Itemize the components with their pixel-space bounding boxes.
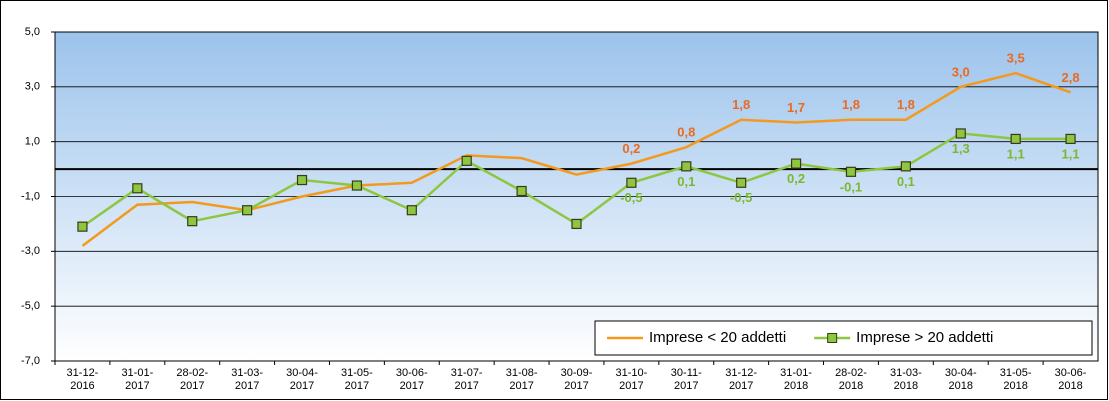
x-tick-label: 31-03-2017 — [231, 367, 263, 392]
x-tick-label: 30-06-2017 — [396, 367, 428, 392]
x-tick-label: 30-06-2018 — [1055, 367, 1087, 392]
marker — [296, 174, 308, 186]
x-tick-label: 30-11-2017 — [671, 367, 702, 392]
value-label: 3,5 — [1007, 51, 1025, 66]
x-tick-label: 31-05-2017 — [341, 367, 373, 392]
marker — [790, 158, 802, 169]
x-tick-label: 31-12-2017 — [725, 367, 757, 392]
value-label: -0,1 — [840, 179, 862, 194]
x-tick-label: 28-02-2018 — [835, 367, 867, 392]
y-tick-label: 5,0 — [25, 26, 40, 38]
marker — [845, 166, 857, 177]
x-tick-label: 30-09-2017 — [561, 367, 593, 392]
value-label: 1,8 — [732, 97, 750, 112]
marker — [1065, 133, 1076, 145]
marker — [242, 205, 253, 216]
value-label: 1,3 — [952, 141, 970, 156]
marker — [406, 205, 417, 216]
legend-marker — [827, 333, 838, 343]
marker — [461, 155, 472, 166]
value-label: 1,1 — [1062, 146, 1080, 161]
y-tick-label: -5,0 — [21, 300, 40, 312]
marker — [571, 218, 582, 230]
y-tick-label: -1,0 — [21, 190, 40, 202]
y-tick-label: -3,0 — [21, 245, 40, 257]
value-label: 1,8 — [842, 97, 860, 112]
marker — [516, 185, 527, 197]
x-tick-label: 28-02-2017 — [176, 367, 208, 392]
legend-label: Imprese > 20 addetti — [856, 329, 993, 346]
x-tick-label: 30-04-2017 — [286, 367, 318, 392]
x-tick-label: 31-01-2017 — [121, 367, 153, 392]
x-tick-label: 31-12-2016 — [67, 367, 99, 392]
marker — [955, 128, 966, 139]
marker — [626, 177, 637, 188]
value-label: 0,8 — [677, 125, 695, 140]
marker — [187, 216, 198, 227]
x-tick-label: 31-01-2018 — [780, 367, 812, 392]
x-tick-label: 31-08-2017 — [506, 367, 538, 392]
value-label: 1,7 — [787, 100, 805, 115]
x-tick-label: 30-04-2018 — [945, 367, 977, 392]
marker — [351, 180, 363, 191]
x-tick-label: 31-07-2017 — [451, 367, 483, 392]
x-tick-label: 31-03-2018 — [890, 367, 922, 392]
marker — [132, 183, 143, 194]
marker — [900, 161, 911, 172]
legend-label: Imprese < 20 addetti — [649, 329, 786, 346]
y-tick-label: 3,0 — [25, 81, 40, 93]
value-label: -0,5 — [730, 190, 752, 205]
value-label: -0,5 — [620, 190, 642, 205]
value-label: 1,8 — [897, 97, 915, 112]
value-label: 0,1 — [677, 174, 695, 189]
x-tick-label: 31-10-2017 — [615, 367, 647, 392]
value-label: 0,2 — [622, 141, 640, 156]
value-label: 3,0 — [952, 64, 970, 79]
value-label: 1,1 — [1007, 146, 1025, 161]
value-label: 2,8 — [1062, 70, 1080, 85]
marker — [736, 177, 747, 188]
value-label: 0,1 — [897, 174, 915, 189]
marker — [77, 221, 88, 232]
y-tick-label: -7,0 — [21, 355, 40, 367]
marker — [1010, 133, 1021, 145]
y-tick-label: 1,0 — [25, 136, 40, 148]
value-label: 0,2 — [787, 171, 805, 186]
marker — [681, 161, 692, 172]
x-tick-label: 31-05-2018 — [1000, 367, 1032, 392]
